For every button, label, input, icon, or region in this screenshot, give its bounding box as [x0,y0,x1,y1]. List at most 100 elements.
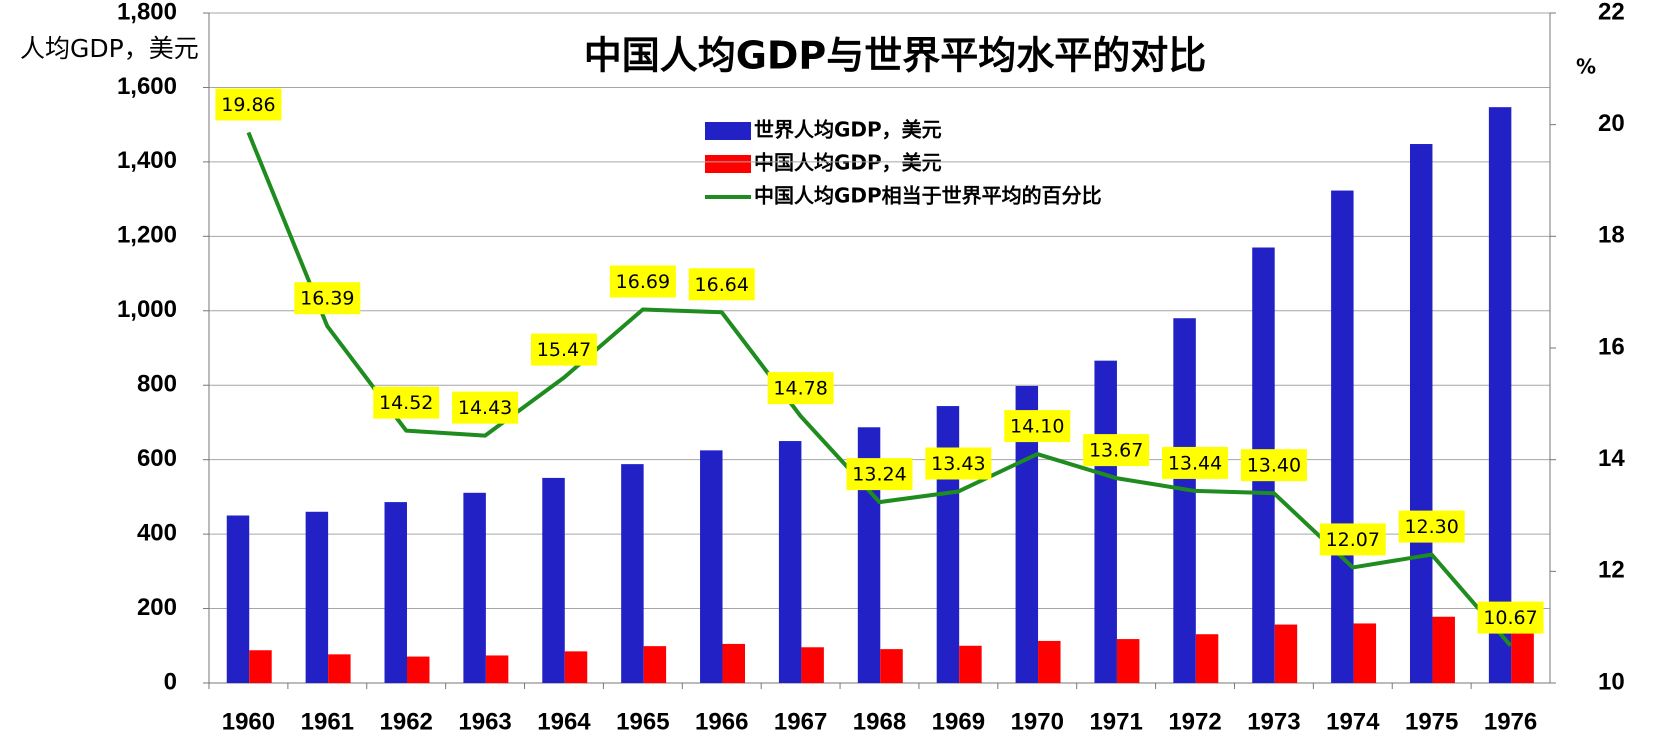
y2-tick-label: 16 [1598,333,1625,360]
y2-tick-label: 22 [1598,0,1625,25]
legend-label: 中国人均GDP，美元 [754,151,942,175]
bar [801,647,824,683]
data-label-box [1398,510,1465,543]
x-tick-label: 1976 [1484,708,1537,735]
data-label-box [1083,434,1150,467]
data-label-box [530,333,597,366]
bar [1038,640,1061,683]
bar [542,477,565,683]
line [246,131,1513,647]
data-label: 12.30 [1404,516,1458,538]
data-label: 16.39 [300,288,354,310]
x-tick-label: 1973 [1247,708,1300,735]
data-label-box [609,265,676,298]
bar [1173,318,1196,683]
bar [226,515,250,683]
bar [1195,634,1219,683]
x-tick-label: 1961 [301,708,354,735]
y-tick-label: 600 [137,445,177,472]
y2-axis-label: % [1576,55,1596,79]
data-label-box [1162,446,1229,479]
y2-tick-label: 12 [1598,557,1625,584]
y-tick-label: 400 [137,519,177,546]
bar [1116,639,1140,683]
data-label: 14.10 [1010,416,1064,438]
x-tick-label: 1966 [695,708,748,735]
legend-label: 中国人均GDP相当于世界平均的百分比 [754,184,1102,208]
bar [249,650,272,683]
bar [778,441,802,683]
data-label-box [688,268,755,301]
y-axis-label: 人均GDP，美元 [20,34,199,63]
y-tick-label: 1,400 [117,147,177,174]
data-label-box [1477,601,1544,634]
data-label-box [846,458,913,491]
bar [328,654,351,683]
x-tick-label: 1972 [1168,708,1221,735]
data-label-box [925,447,992,480]
y-tick-label: 1,800 [117,0,177,25]
data-label: 13.44 [1168,452,1222,474]
bar [485,655,509,683]
bar [384,502,407,683]
x-tick-label: 1963 [458,708,511,735]
y-tick-label: 1,600 [117,73,177,100]
y-tick-label: 1,200 [117,222,177,249]
y2-tick-label: 10 [1598,668,1625,695]
y-tick-label: 1,000 [117,296,177,323]
y2-tick-label: 20 [1598,110,1625,137]
bar [1432,616,1455,683]
bar [564,651,588,683]
data-label-box [215,88,282,121]
data-label: 14.78 [773,378,827,400]
data-label-box [1240,449,1307,482]
data-label-box [452,391,519,424]
x-tick-label: 1968 [853,708,906,735]
x-tick-label: 1960 [222,708,275,735]
x-tick-label: 1965 [616,708,669,735]
legend-swatch [705,155,751,173]
y-tick-label: 0 [164,668,177,695]
data-label: 13.67 [1089,440,1143,462]
x-tick-label: 1962 [380,708,433,735]
bar [643,646,667,683]
data-label-box [294,282,361,315]
data-label: 16.64 [695,274,749,296]
data-label: 15.47 [537,339,591,361]
bar [1488,107,1512,683]
y-tick-label: 200 [137,594,177,621]
data-label: 12.07 [1326,529,1380,551]
bar [305,511,329,683]
data-label: 13.24 [852,464,906,486]
data-label-box [767,372,834,405]
bar [1353,623,1377,683]
legend-label: 世界人均GDP，美元 [754,118,942,142]
bar [406,656,430,683]
bar [1511,621,1534,683]
x-tick-label: 1971 [1089,708,1142,735]
x-tick-label: 1964 [537,708,591,735]
bar [857,427,881,683]
data-label: 14.52 [379,392,433,414]
data-label-box [1004,410,1071,443]
y-tick-label: 800 [137,371,177,398]
data-label: 10.67 [1483,607,1537,629]
x-tick-label: 1969 [932,708,985,735]
bar [1094,360,1117,683]
data-label: 19.86 [221,94,275,116]
data-label: 16.69 [616,271,670,293]
data-label: 14.43 [458,397,512,419]
y2-tick-label: 18 [1598,222,1625,249]
y2-tick-label: 14 [1598,445,1625,472]
data-label-box [1319,523,1386,556]
bar [621,464,644,683]
bar [700,450,723,683]
bar [959,645,982,683]
data-label-box [373,386,440,419]
data-label: 13.40 [1247,455,1301,477]
bar [1331,190,1354,684]
x-tick-label: 1970 [1011,708,1064,735]
